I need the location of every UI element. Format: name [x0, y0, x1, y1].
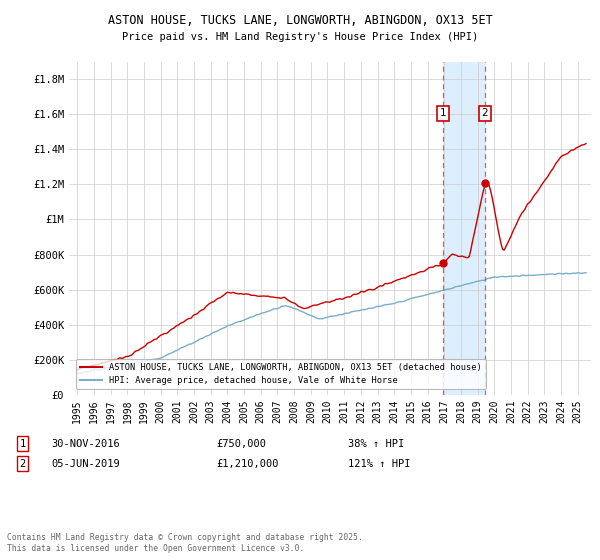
Bar: [443, 62, 485, 395]
Text: ASTON HOUSE, TUCKS LANE, LONGWORTH, ABINGDON, OX13 5ET: ASTON HOUSE, TUCKS LANE, LONGWORTH, ABIN…: [107, 14, 493, 27]
Text: Contains HM Land Registry data © Crown copyright and database right 2025.
This d: Contains HM Land Registry data © Crown c…: [7, 533, 363, 553]
Text: 30-NOV-2016: 30-NOV-2016: [51, 438, 120, 449]
Text: 1: 1: [20, 438, 26, 449]
Text: 1: 1: [440, 108, 446, 118]
Text: £750,000: £750,000: [216, 438, 266, 449]
Text: Price paid vs. HM Land Registry's House Price Index (HPI): Price paid vs. HM Land Registry's House …: [122, 32, 478, 43]
Text: 38% ↑ HPI: 38% ↑ HPI: [348, 438, 404, 449]
Text: 05-JUN-2019: 05-JUN-2019: [51, 459, 120, 469]
Text: £1,210,000: £1,210,000: [216, 459, 278, 469]
Text: 2: 2: [481, 108, 488, 118]
Text: 121% ↑ HPI: 121% ↑ HPI: [348, 459, 410, 469]
Legend: ASTON HOUSE, TUCKS LANE, LONGWORTH, ABINGDON, OX13 5ET (detached house), HPI: Av: ASTON HOUSE, TUCKS LANE, LONGWORTH, ABIN…: [76, 359, 485, 389]
Text: 2: 2: [20, 459, 26, 469]
